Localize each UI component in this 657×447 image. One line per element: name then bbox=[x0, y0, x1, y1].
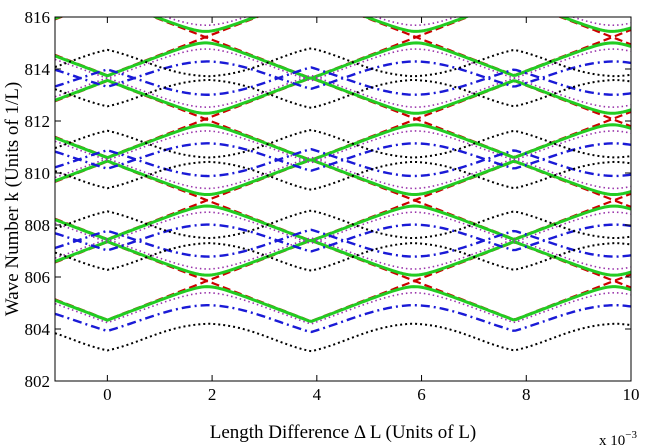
series-4-upper-band-3 bbox=[55, 66, 631, 96]
series-4-lower-band-1 bbox=[55, 303, 631, 334]
series-2-lower-band-3 bbox=[55, 123, 631, 162]
y-tick-label: 812 bbox=[25, 112, 51, 131]
y-tick-label: 814 bbox=[25, 60, 51, 79]
y-tick-label: 804 bbox=[25, 320, 51, 339]
y-tick-label: 806 bbox=[25, 268, 51, 287]
series-5-upper-band-3 bbox=[55, 47, 631, 78]
plot-area bbox=[55, 17, 631, 381]
series-5-lower-band-3 bbox=[55, 160, 631, 191]
y-tick-label: 810 bbox=[25, 164, 51, 183]
y-tick-label: 808 bbox=[25, 216, 51, 235]
series-3-lower-band-3 bbox=[55, 130, 631, 164]
y-tick-label: 816 bbox=[25, 8, 51, 27]
series-2-lower-band-4 bbox=[55, 41, 631, 80]
x-tick-label: 2 bbox=[208, 385, 217, 404]
plot-frame bbox=[54, 16, 632, 382]
x-axis-exponent: x 10−3 bbox=[599, 429, 637, 447]
series-4-upper-band-4 bbox=[55, 0, 631, 13]
series-3-upper-band-3 bbox=[55, 74, 631, 108]
series-5-upper-band-1 bbox=[55, 209, 631, 240]
series-3-lower-band-1 bbox=[55, 291, 631, 325]
x-tick-label: 6 bbox=[417, 385, 426, 404]
series-5-lower-band-2 bbox=[55, 242, 631, 272]
series-2-upper-band-3 bbox=[55, 76, 631, 115]
series-layer bbox=[55, 0, 631, 353]
series-4-upper-band-2 bbox=[55, 148, 631, 178]
series-2-upper-band-1 bbox=[55, 238, 631, 277]
x-tick-label: 8 bbox=[522, 385, 531, 404]
series-3-lower-band-2 bbox=[55, 211, 631, 245]
series-4-lower-band-2 bbox=[55, 223, 631, 253]
series-4-lower-band-4 bbox=[55, 60, 631, 90]
series-4-upper-band-1 bbox=[55, 228, 631, 258]
series-2-lower-band-2 bbox=[55, 204, 631, 243]
x-axis-title: Length Difference Δ L (Units of L) bbox=[210, 422, 477, 443]
series-3-lower-band-4 bbox=[55, 48, 631, 82]
x-tick-label: 4 bbox=[313, 385, 322, 404]
series-2-lower-band-1 bbox=[55, 285, 631, 323]
series-4-lower-band-3 bbox=[55, 142, 631, 172]
series-5-lower-band-1 bbox=[55, 322, 631, 353]
series-5-lower-band-4 bbox=[55, 78, 631, 109]
y-axis-title: Wave Number k (Units of 1/L) bbox=[2, 82, 23, 316]
x-tick-label: 10 bbox=[623, 385, 640, 404]
series-2-upper-band-2 bbox=[55, 158, 631, 197]
series-3-upper-band-2 bbox=[55, 156, 631, 190]
series-3-upper-band-1 bbox=[55, 237, 631, 270]
y-tick-label: 802 bbox=[25, 372, 51, 391]
x-tick-label: 0 bbox=[103, 385, 112, 404]
series-5-upper-band-2 bbox=[55, 129, 631, 159]
